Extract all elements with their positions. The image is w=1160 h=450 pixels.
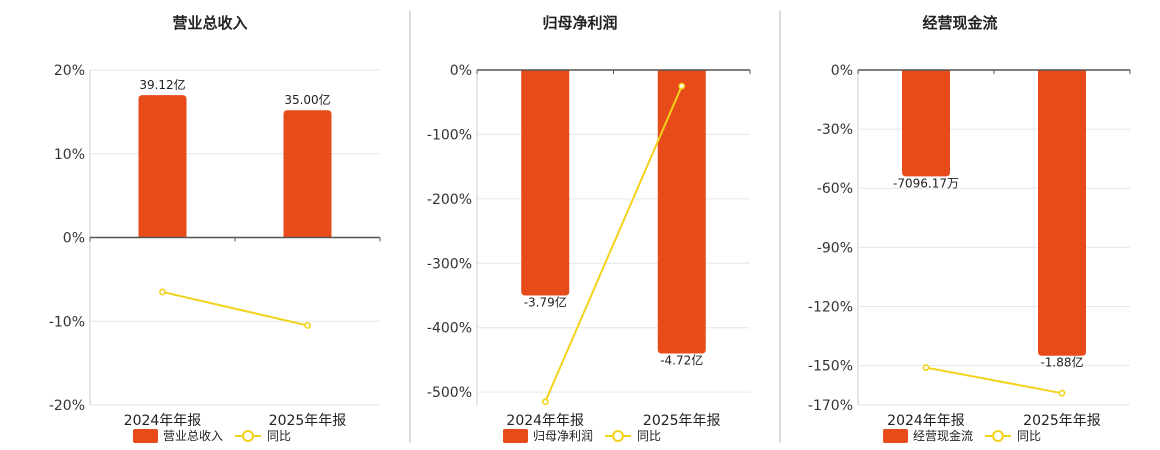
legend-line-marker: [992, 430, 1004, 442]
bar-data-label: -3.79亿: [524, 294, 567, 309]
bar: [657, 70, 706, 354]
yoy-line: [162, 290, 308, 327]
legend-line-marker: [612, 430, 624, 442]
bar: [283, 110, 332, 238]
y-tick-label: -170%: [808, 398, 853, 414]
y-tick-label: 10%: [54, 147, 85, 163]
yoy-line: [925, 366, 1063, 395]
legend-bar-label: 营业总收入: [163, 429, 223, 443]
yoy-point: [159, 288, 166, 296]
y-tick-label: -10%: [49, 314, 85, 330]
yoy-point: [1058, 389, 1066, 397]
legend-bar-swatch: [883, 429, 908, 443]
y-tick-label: 20%: [54, 63, 85, 79]
legend-line-marker: [242, 430, 254, 442]
legend: 营业总收入 同比: [133, 429, 291, 443]
chart-panel-1: 营业总收入 20% 10% 0% -10% -20% 39.12亿 35.00亿 2024年年报…: [49, 10, 411, 443]
x-category-label: 2024年年报: [506, 413, 584, 429]
y-tick-label: -200%: [427, 192, 472, 208]
legend-bar-label: 归母净利润: [533, 429, 593, 443]
y-tick-label: -90%: [817, 240, 853, 256]
y-tick-label: -400%: [427, 321, 472, 337]
x-category-label: 2025年年报: [269, 413, 347, 429]
legend-line-label: 同比: [1017, 429, 1041, 443]
legend: 归母净利润 同比: [503, 429, 661, 443]
bar-data-label: -1.88亿: [1040, 355, 1083, 370]
yoy-point: [304, 322, 311, 329]
yoy-point: [678, 82, 686, 90]
chart-title: 营业总收入: [172, 14, 247, 32]
x-category-label: 2024年年报: [124, 413, 202, 429]
y-tick-label: -60%: [817, 181, 853, 197]
legend-bar-swatch: [503, 429, 528, 443]
bar: [138, 95, 187, 238]
bar: [1038, 70, 1086, 356]
bar: [902, 70, 950, 177]
yoy-point: [541, 398, 549, 406]
legend-line-label: 同比: [267, 429, 291, 443]
bar-data-label: -4.72亿: [660, 352, 703, 367]
bar: [521, 70, 570, 296]
y-tick-label: -20%: [49, 398, 85, 414]
chart-panel-2: 归母净利润 0% -100% -200% -300% -400% -500% -3.79亿 -4…: [427, 10, 781, 443]
y-tick-label: -100%: [427, 127, 472, 143]
yoy-point: [922, 364, 930, 371]
y-tick-label: 0%: [831, 63, 853, 79]
y-tick-label: -120%: [808, 299, 853, 315]
chart-panel-3: 经营现金流 0% -30% -60% -90% -120% -150% -170% -7096.…: [808, 14, 1131, 443]
x-category-label: 2024年年报: [887, 413, 965, 429]
bar-data-label: 35.00亿: [284, 92, 330, 107]
y-tick-label: 0%: [450, 63, 472, 79]
y-tick-label: -150%: [808, 359, 853, 375]
chart-title: 归母净利润: [542, 14, 617, 32]
legend-bar-swatch: [133, 429, 158, 443]
legend-line-label: 同比: [637, 429, 661, 443]
bar-data-label: -7096.17万: [893, 176, 959, 190]
x-category-label: 2025年年报: [643, 413, 721, 429]
y-tick-label: -300%: [427, 256, 472, 272]
x-category-label: 2025年年报: [1023, 413, 1101, 429]
bar-data-label: 39.12亿: [139, 77, 185, 92]
y-tick-label: -500%: [427, 385, 472, 401]
y-tick-label: 0%: [63, 231, 85, 247]
y-tick-label: -30%: [817, 122, 853, 138]
chart-title: 经营现金流: [922, 14, 997, 32]
yoy-line: [544, 85, 683, 403]
legend-bar-label: 经营现金流: [913, 428, 973, 443]
legend: 经营现金流 同比: [883, 428, 1041, 443]
